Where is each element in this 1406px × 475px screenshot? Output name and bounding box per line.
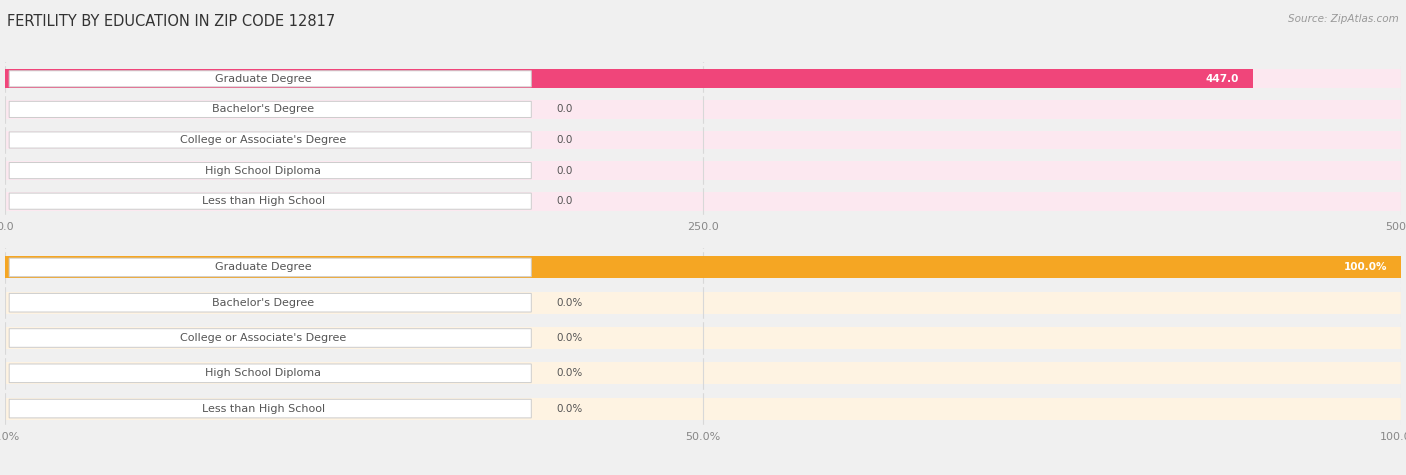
Text: Graduate Degree: Graduate Degree xyxy=(215,262,312,272)
Text: High School Diploma: High School Diploma xyxy=(205,368,321,378)
Text: 0.0: 0.0 xyxy=(557,166,572,176)
Bar xyxy=(6,131,1400,150)
Text: Bachelor's Degree: Bachelor's Degree xyxy=(212,298,315,308)
FancyBboxPatch shape xyxy=(10,329,531,347)
Bar xyxy=(6,327,1400,349)
Text: 0.0%: 0.0% xyxy=(557,404,582,414)
Text: FERTILITY BY EDUCATION IN ZIP CODE 12817: FERTILITY BY EDUCATION IN ZIP CODE 12817 xyxy=(7,14,335,29)
Text: 0.0: 0.0 xyxy=(557,196,572,206)
Text: Source: ZipAtlas.com: Source: ZipAtlas.com xyxy=(1288,14,1399,24)
Text: College or Associate's Degree: College or Associate's Degree xyxy=(180,333,346,343)
Text: 0.0: 0.0 xyxy=(557,135,572,145)
Bar xyxy=(6,362,1400,384)
FancyBboxPatch shape xyxy=(10,364,531,382)
Text: Less than High School: Less than High School xyxy=(201,404,325,414)
FancyBboxPatch shape xyxy=(10,258,531,277)
Text: Bachelor's Degree: Bachelor's Degree xyxy=(212,104,315,114)
Text: Less than High School: Less than High School xyxy=(201,196,325,206)
Text: 0.0%: 0.0% xyxy=(557,368,582,378)
Text: College or Associate's Degree: College or Associate's Degree xyxy=(180,135,346,145)
Text: 0.0: 0.0 xyxy=(557,104,572,114)
Text: High School Diploma: High School Diploma xyxy=(205,166,321,176)
Bar xyxy=(6,69,1400,88)
FancyBboxPatch shape xyxy=(10,294,531,312)
FancyBboxPatch shape xyxy=(10,162,531,179)
FancyBboxPatch shape xyxy=(10,132,531,148)
Text: Graduate Degree: Graduate Degree xyxy=(215,74,312,84)
Bar xyxy=(6,100,1400,119)
FancyBboxPatch shape xyxy=(10,399,531,418)
FancyBboxPatch shape xyxy=(10,71,531,87)
Bar xyxy=(6,256,1400,278)
Text: 0.0%: 0.0% xyxy=(557,333,582,343)
FancyBboxPatch shape xyxy=(10,101,531,117)
Text: 0.0%: 0.0% xyxy=(557,298,582,308)
Bar xyxy=(6,69,1253,88)
FancyBboxPatch shape xyxy=(10,193,531,209)
Bar xyxy=(6,256,1400,278)
Bar xyxy=(6,161,1400,180)
Text: 100.0%: 100.0% xyxy=(1344,262,1388,272)
Text: 447.0: 447.0 xyxy=(1206,74,1239,84)
Bar xyxy=(6,292,1400,314)
Bar xyxy=(6,398,1400,419)
Bar xyxy=(6,192,1400,210)
